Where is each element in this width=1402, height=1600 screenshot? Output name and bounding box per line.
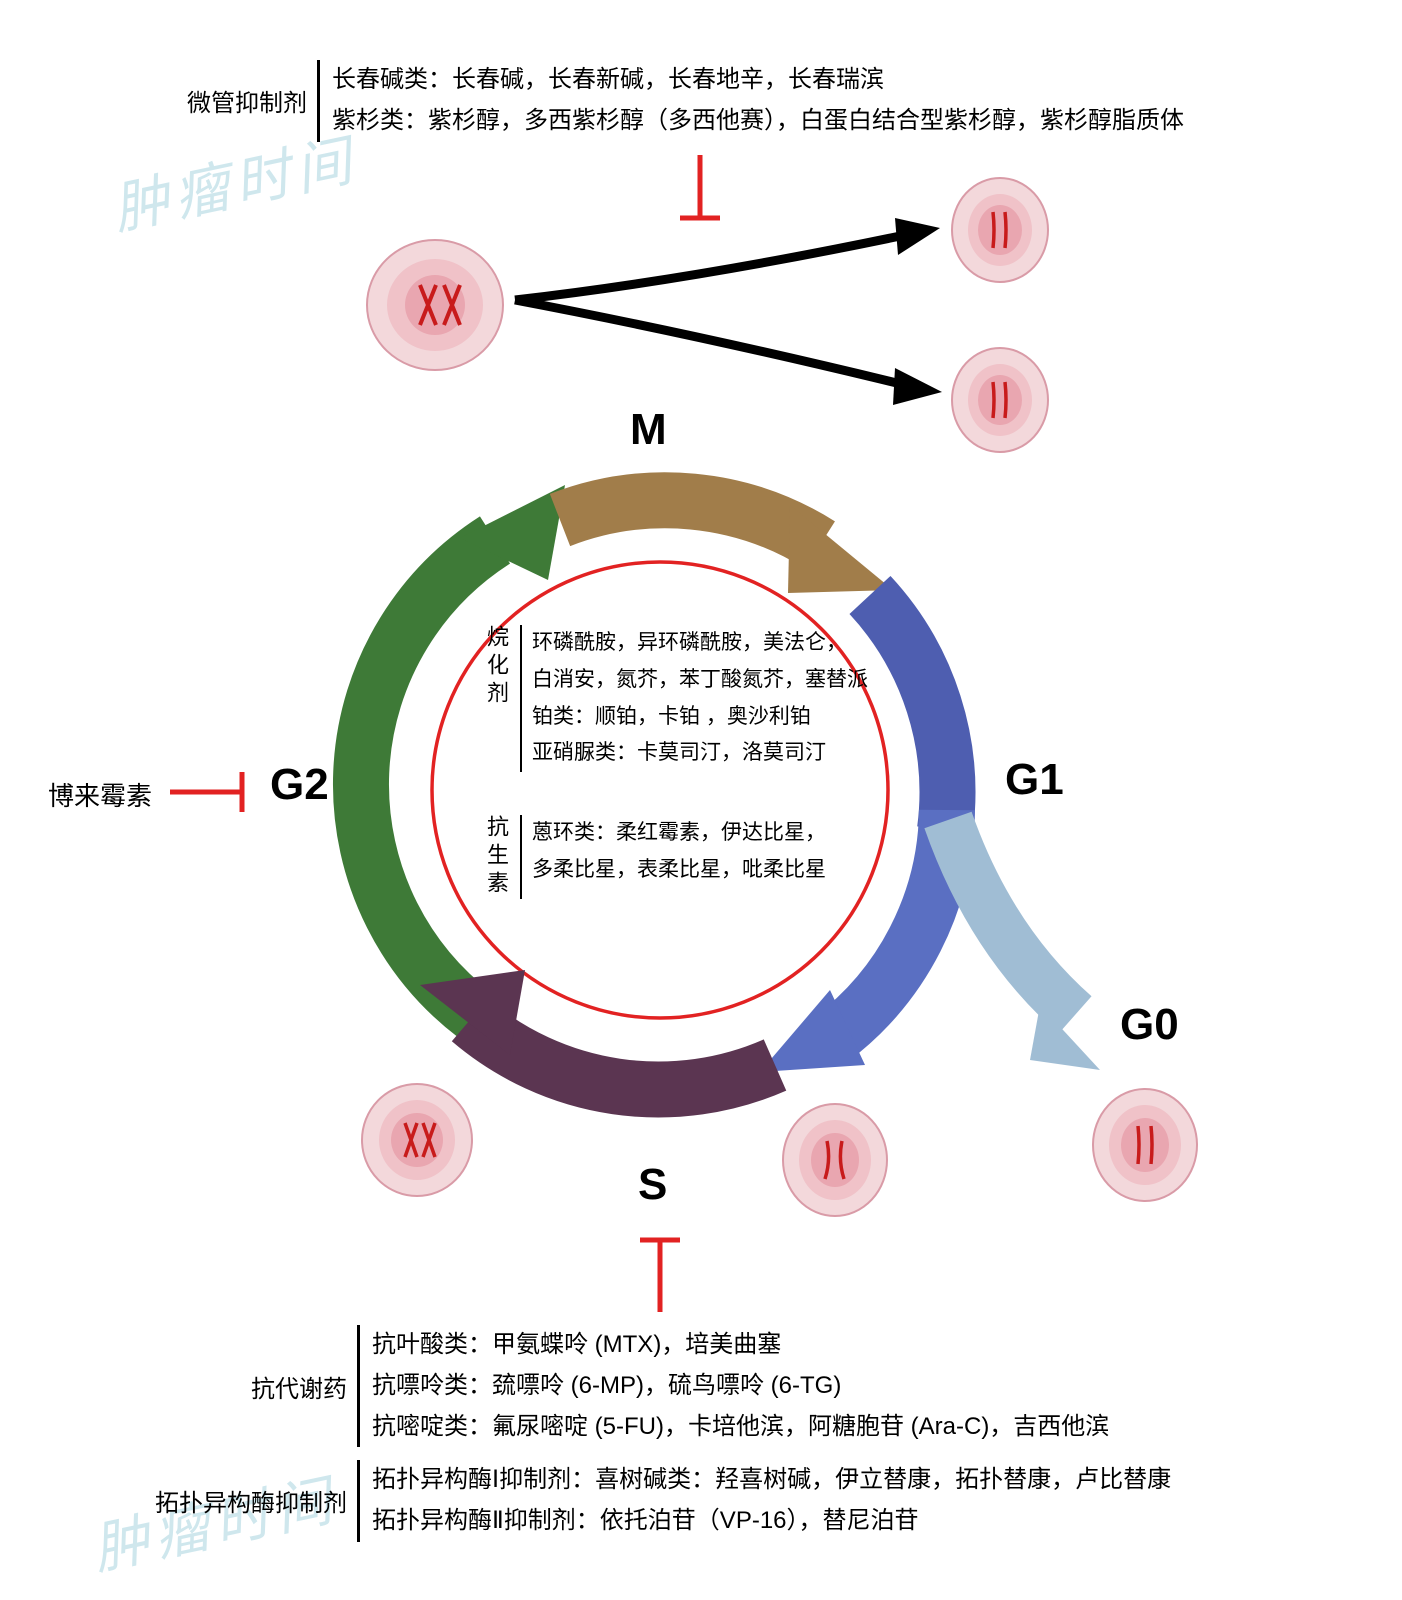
- center-group-1: 烷化剂 环磷酰胺，异环磷酰胺，美法仑， 白消安，氮芥，苯丁酸氮芥，塞替派 铂类：…: [480, 625, 868, 772]
- center-cat-1: 烷化剂: [480, 625, 522, 772]
- center-cat-2: 抗生素: [480, 815, 522, 899]
- bottom-cat-1: 抗代谢药: [135, 1325, 360, 1447]
- cell-daughter-1: [945, 170, 1055, 290]
- center-lines-1: 环磷酰胺，异环磷酰胺，美法仑， 白消安，氮芥，苯丁酸氮芥，塞替派 铂类：顺铂，卡…: [522, 625, 868, 772]
- arc-g1a: [870, 595, 947, 830]
- c1-line3: 铂类：顺铂，卡铂 ，奥沙利铂: [532, 699, 868, 736]
- top-drug-lines: 长春碱类：长春碱，长春新碱，长春地辛，长春瑞滨 紫杉类：紫杉醇，多西紫杉醇（多西…: [320, 60, 1184, 142]
- center-group-2: 抗生素 蒽环类：柔红霉素，伊达比星， 多柔比星，表柔比星，吡柔比星: [480, 815, 826, 899]
- phase-g2: G2: [270, 760, 329, 810]
- arc-s-head: [420, 970, 525, 1055]
- arc-g1-head: [760, 990, 865, 1072]
- b1-line3: 抗嘧啶类：氟尿嘧啶 (5-FU)，卡培他滨，阿糖胞苷 (Ara-C)，吉西他滨: [372, 1407, 1109, 1448]
- b2-line1: 拓扑异构酶Ⅰ抑制剂：喜树碱类：羟喜树碱，伊立替康，拓扑替康，卢比替康: [372, 1460, 1171, 1501]
- c1-line4: 亚硝脲类：卡莫司汀，洛莫司汀: [532, 735, 868, 772]
- top-line-2: 紫杉类：紫杉醇，多西紫杉醇（多西他赛），白蛋白结合型紫杉醇，紫杉醇脂质体: [332, 101, 1184, 142]
- top-category-label: 微管抑制剂: [165, 60, 320, 142]
- phase-g1: G1: [1005, 755, 1064, 805]
- arc-g0: [948, 820, 1075, 1015]
- arc-g1b: [830, 810, 947, 1040]
- bottom-lines-2: 拓扑异构酶Ⅰ抑制剂：喜树碱类：羟喜树碱，伊立替康，拓扑替康，卢比替康 拓扑异构酶…: [360, 1460, 1171, 1542]
- cell-g0: [1085, 1080, 1205, 1210]
- center-lines-2: 蒽环类：柔红霉素，伊达比星， 多柔比星，表柔比星，吡柔比星: [522, 815, 826, 899]
- divide-arrow-down: [515, 300, 905, 385]
- phase-m: M: [630, 405, 667, 455]
- cell-s1: [775, 1095, 895, 1225]
- divide-arrow-up: [515, 235, 905, 300]
- arc-m: [560, 500, 820, 545]
- c1-line2: 白消安，氮芥，苯丁酸氮芥，塞替派: [532, 662, 868, 699]
- arc-g0-head: [1030, 1005, 1100, 1070]
- bottom-lines-1: 抗叶酸类：甲氨蝶呤 (MTX)，培美曲塞 抗嘌呤类：巯嘌呤 (6-MP)，硫鸟嘌…: [360, 1325, 1109, 1447]
- bleomycin-label: 博来霉素: [48, 776, 152, 813]
- cell-s2: [355, 1075, 480, 1205]
- b2-line2: 拓扑异构酶Ⅱ抑制剂：依托泊苷（VP-16），替尼泊苷: [372, 1501, 1171, 1542]
- cell-m: [360, 230, 510, 380]
- top-drug-group: 微管抑制剂 长春碱类：长春碱，长春新碱，长春地辛，长春瑞滨 紫杉类：紫杉醇，多西…: [165, 60, 1184, 142]
- c2-line1: 蒽环类：柔红霉素，伊达比星，: [532, 815, 826, 852]
- arc-g2-head: [460, 485, 565, 580]
- bottom-group-1: 抗代谢药 抗叶酸类：甲氨蝶呤 (MTX)，培美曲塞 抗嘌呤类：巯嘌呤 (6-MP…: [135, 1325, 1109, 1447]
- arc-m-head: [788, 505, 893, 593]
- cell-daughter-2: [945, 340, 1055, 460]
- b1-line1: 抗叶酸类：甲氨蝶呤 (MTX)，培美曲塞: [372, 1325, 1109, 1366]
- divide-arrow-down-head: [893, 368, 942, 405]
- top-line-1: 长春碱类：长春碱，长春新碱，长春地辛，长春瑞滨: [332, 60, 1184, 101]
- phase-s: S: [638, 1160, 667, 1210]
- divide-arrow-up-head: [895, 218, 940, 255]
- b1-line2: 抗嘌呤类：巯嘌呤 (6-MP)，硫鸟嘌呤 (6-TG): [372, 1366, 1109, 1407]
- bottom-group-2: 拓扑异构酶抑制剂 拓扑异构酶Ⅰ抑制剂：喜树碱类：羟喜树碱，伊立替康，拓扑替康，卢…: [135, 1460, 1171, 1542]
- phase-g0: G0: [1120, 1000, 1179, 1050]
- arc-g2: [361, 540, 495, 1015]
- bottom-cat-2: 拓扑异构酶抑制剂: [135, 1460, 360, 1542]
- arc-s: [470, 1020, 775, 1089]
- c2-line2: 多柔比星，表柔比星，吡柔比星: [532, 852, 826, 889]
- c1-line1: 环磷酰胺，异环磷酰胺，美法仑，: [532, 625, 868, 662]
